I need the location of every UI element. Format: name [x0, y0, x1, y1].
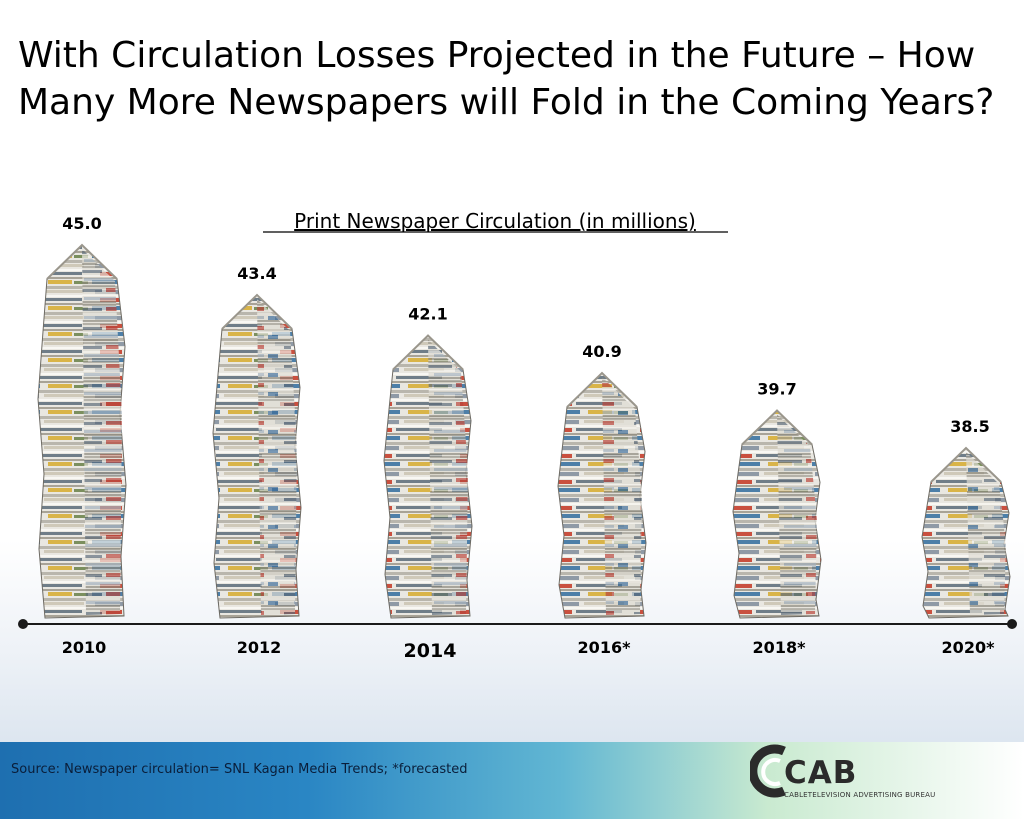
category-labels-group: 2010 2012 2014 2016* 2018* 2020*	[62, 638, 995, 662]
value-label: 45.0	[62, 214, 101, 233]
bar-stack-peak	[46, 243, 118, 280]
footer-band	[0, 742, 1024, 819]
logo-subtitle: CABLETELEVISION ADVERTISING BUREAU	[784, 791, 936, 799]
bar-stack-peak	[566, 371, 638, 408]
value-label: 42.1	[408, 305, 447, 324]
bars-group	[37, 243, 1011, 619]
bar-2016	[557, 371, 647, 619]
category-label: 2010	[62, 638, 107, 657]
value-label: 38.5	[950, 417, 989, 436]
circulation-chart: Print Newspaper Circulation (in millions…	[18, 209, 1017, 662]
category-label: 2018*	[753, 638, 807, 657]
category-label: 2012	[237, 638, 282, 657]
bar-2012	[212, 293, 302, 619]
chart-title: Print Newspaper Circulation (in millions…	[294, 209, 696, 233]
value-label: 39.7	[757, 380, 796, 399]
cab-logo: CAB CABLETELEVISION ADVERTISING BUREAU	[750, 735, 960, 805]
axis-end-dot	[1007, 619, 1017, 629]
value-labels-group: 45.0 43.4 42.1 40.9 39.7 38.5	[62, 214, 989, 436]
value-label: 40.9	[582, 342, 621, 361]
bar-2014	[383, 334, 473, 619]
bar-stack-peak	[221, 293, 293, 330]
bar-2018	[732, 409, 822, 619]
bar-stack-peak	[392, 334, 464, 371]
bar-stack-texture	[82, 249, 122, 615]
bar-stack-texture	[602, 377, 642, 615]
bar-stack-peak	[741, 409, 813, 446]
axis-start-dot	[18, 619, 28, 629]
cab-swoosh-icon	[750, 744, 786, 798]
category-label: 2014	[404, 640, 457, 662]
value-label: 43.4	[237, 264, 276, 283]
logo-wordmark: CAB	[784, 755, 858, 791]
bar-stack-texture	[428, 339, 468, 615]
slide-title: With Circulation Losses Projected in the…	[18, 35, 995, 123]
bar-stack-texture	[777, 414, 817, 615]
bar-stack-peak	[930, 446, 1002, 483]
bar-2020	[921, 446, 1011, 619]
bar-stack-texture	[966, 452, 1006, 615]
bar-stack-texture	[257, 298, 297, 615]
bar-2010	[37, 243, 127, 619]
category-label: 2020*	[942, 638, 996, 657]
source-note: Source: Newspaper circulation= SNL Kagan…	[11, 762, 468, 777]
category-label: 2016*	[578, 638, 632, 657]
